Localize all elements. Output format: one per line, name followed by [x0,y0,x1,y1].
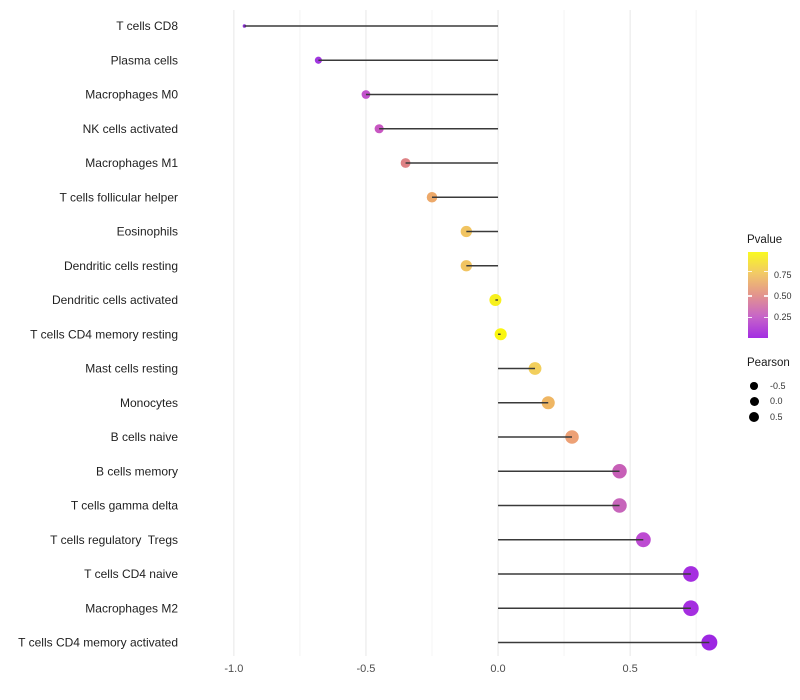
x-axis-tick-label: 0.5 [622,663,637,675]
category-label: T cells CD4 memory activated [18,636,178,650]
pearson-legend-row: 0.5 [747,409,786,425]
pearson-legend-rows: -0.5 0.0 0.5 [747,378,786,425]
gradient-tick-mark [748,316,752,319]
pearson-tick-label: 0.0 [770,396,783,407]
pearson-legend-row: 0.0 [747,394,786,410]
category-label: Monocytes [120,396,178,410]
category-label: T cells CD4 naive [84,567,178,581]
gradient-tick-mark [764,295,768,297]
x-axis-tick-label: -1.0 [224,663,243,675]
category-label: B cells memory [96,464,178,478]
pvalue-tick-label: 0.75 [774,270,792,280]
gradient-tick-mark [748,270,752,273]
pearson-legend: Pearson -0.5 0.0 0.5 [747,357,799,422]
category-label: T cells follicular helper [60,190,179,204]
pvalue-legend-title: Pvalue [747,234,783,246]
category-label: Macrophages M1 [85,156,178,170]
gradient-tick-mark [764,270,768,273]
category-label: Dendritic cells resting [64,259,178,273]
size-key-dot-icon [750,382,758,390]
category-label: T cells gamma delta [71,499,178,513]
pvalue-tick-label: 0.50 [774,291,792,301]
size-key-dot-icon [749,396,759,406]
x-axis-tick-label: -0.5 [356,663,375,675]
x-axis-tick-label: 0.0 [490,663,505,675]
category-label: NK cells activated [83,122,178,136]
category-label: Plasma cells [111,53,178,67]
pearson-tick-label: -0.5 [770,380,786,391]
legend-dot-box [747,382,761,390]
category-label: Mast cells resting [85,362,178,376]
category-label: Dendritic cells activated [52,293,178,307]
pvalue-gradient-bar [748,252,768,338]
gradient-tick-mark [764,316,768,319]
data-point-dot [635,532,651,548]
pvalue-tick-label: 0.25 [774,312,792,322]
category-label: Macrophages M0 [85,88,178,102]
category-label: Macrophages M2 [85,601,178,615]
size-key-dot-icon [748,411,760,422]
gradient-tick-mark [748,295,752,297]
pearson-legend-title: Pearson [747,357,790,369]
pearson-legend-row: -0.5 [747,378,786,394]
category-label: T cells CD4 memory resting [30,327,178,341]
category-label: Eosinophils [117,225,178,239]
category-label: T cells regulatory Tregs [50,533,178,547]
legend-dot-box [747,396,761,406]
legend-dot-box [747,411,761,422]
category-label: B cells naive [111,430,179,444]
category-label: T cells CD8 [116,19,178,33]
pearson-tick-label: 0.5 [770,411,783,422]
pvalue-legend: Pvalue 0.75 0.50 0.25 [747,234,799,338]
